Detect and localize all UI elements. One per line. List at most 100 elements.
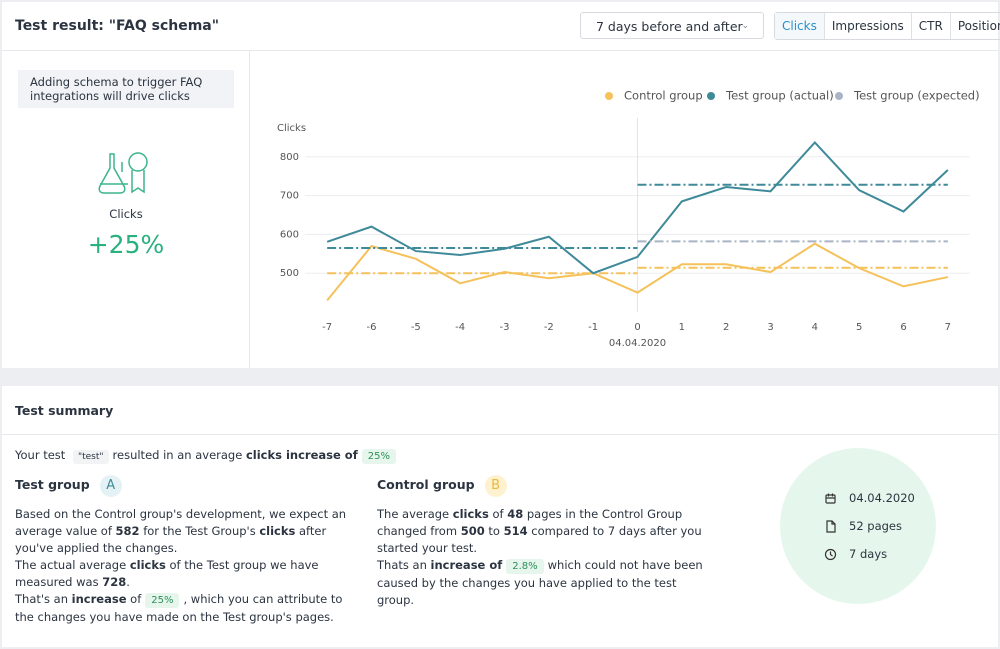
paragraph: Thats an increase of 2.8% which could not …	[377, 557, 712, 609]
info-icon	[824, 548, 837, 560]
divider	[249, 50, 250, 368]
line-series	[326, 242, 949, 301]
metric-label: Clicks	[109, 207, 143, 221]
x-tick-label: -6	[367, 322, 377, 333]
text: 728	[102, 575, 127, 589]
test-group: Test group A Based on the Control group's …	[15, 473, 350, 626]
title: Test result: "FAQ schema"	[15, 18, 220, 34]
text: That's an	[15, 592, 72, 606]
y-tick-label: 700	[280, 191, 299, 202]
metric-tabs: Clicks Impressions CTR Position	[774, 12, 1000, 40]
info-row: 7 days	[824, 540, 915, 568]
text: clicks	[129, 558, 166, 572]
text: to	[484, 524, 504, 538]
paragraph: That's an increase of 25%, which you can …	[15, 591, 350, 626]
y-tick-label: 500	[280, 268, 299, 279]
info-text: 04.04.2020	[849, 491, 915, 505]
info-row: 52 pages	[824, 512, 915, 540]
result-card: Test result: "FAQ schema" 7 days before …	[2, 2, 1000, 368]
x-tick-label: 6	[900, 322, 906, 333]
text: compared to 7 days after you started you…	[377, 524, 702, 555]
line-series	[326, 140, 949, 275]
summary-title: Test summary	[15, 403, 114, 418]
legend-dot	[835, 92, 843, 100]
y-axis-label: Clicks	[277, 123, 306, 134]
x-tick-label: -4	[455, 322, 465, 333]
text: The actual average	[15, 558, 130, 572]
text: , which you can attribute to the changes…	[15, 592, 343, 624]
tab[interactable]: Impressions	[823, 13, 911, 39]
text: of	[126, 592, 142, 606]
info-row: 04.04.2020	[824, 484, 915, 512]
legend-dot	[707, 92, 715, 100]
intro: Your test "test" resulted in an average c…	[15, 447, 400, 466]
group-title: Test group	[15, 477, 90, 492]
text: increase	[71, 592, 127, 606]
text: Thats an	[377, 558, 431, 572]
text: for the Test Group's	[139, 524, 260, 538]
tab[interactable]: CTR	[910, 13, 950, 39]
summary-card: Test summary Your test "test" resulted in…	[2, 386, 998, 647]
x-tick-label: -5	[411, 322, 421, 333]
x-tick-label: 7	[945, 322, 951, 333]
text: 514	[503, 524, 528, 538]
info-icon	[826, 519, 836, 533]
divider	[2, 434, 998, 435]
group-title: Control group	[377, 477, 475, 492]
legend-label: Control group	[624, 89, 703, 103]
x-tick-label: 0	[634, 322, 640, 333]
value-tag: 25%	[145, 593, 180, 608]
text: Based on the Control group's development…	[15, 507, 347, 538]
x-tick-label: 1	[679, 322, 685, 333]
x-tick-label: -7	[322, 322, 332, 333]
text: increase of	[430, 558, 503, 572]
info-icon	[825, 493, 836, 504]
info-text: 7 days	[849, 547, 888, 561]
tab[interactable]: Clicks	[775, 13, 824, 39]
hypothesis: Adding schema to trigger FAQ integration…	[18, 70, 234, 108]
text: clicks	[452, 507, 489, 521]
text: clicks	[259, 524, 296, 538]
y-tick-label: 800	[280, 152, 299, 163]
chart: Clicks 500 600 700 800 -7 -6 -5 -4 -3 -2 -1 0 1 2 3 4 5 6 7…	[277, 89, 980, 350]
text: after you've applied the changes.	[15, 524, 327, 555]
text: of	[488, 507, 508, 521]
x-tick-label: -3	[500, 322, 510, 333]
x-tick-label: -1	[588, 322, 598, 333]
text: 582	[115, 524, 140, 538]
control-group: Control group B The average clicks of 48 p…	[377, 473, 712, 609]
info-list: 04.04.2020 52 pages 7 days	[824, 484, 915, 568]
text: clicks increase of	[245, 448, 358, 462]
group-badge: B	[484, 475, 507, 497]
text: The average	[377, 507, 453, 521]
value-tag: 2.8%	[506, 559, 544, 574]
legend-label: Test group (expected)	[853, 89, 980, 103]
dropdown-text: 7 days before and after	[596, 19, 743, 34]
marker-label: 04.04.2020	[609, 338, 666, 349]
text: pages in the Control Group changed from	[377, 507, 683, 538]
group-header: Control group B	[377, 473, 712, 497]
paragraph: Based on the Control group's development…	[15, 506, 350, 557]
x-tick-label: -2	[544, 322, 554, 333]
code-tag: "test"	[72, 450, 109, 464]
paragraph: The average clicks of 48 pages in the Co…	[377, 506, 712, 557]
x-tick-label: 3	[767, 322, 773, 333]
legend-dot	[605, 92, 613, 100]
legend-label: Test group (actual)	[725, 89, 834, 103]
flask-icon	[98, 152, 148, 194]
text: Your test	[15, 448, 69, 462]
text: 48	[507, 507, 524, 521]
group-header: Test group A	[15, 473, 350, 497]
info-circle	[780, 448, 936, 604]
tab[interactable]: Position	[949, 13, 1000, 39]
text: which could not have been caused by the …	[377, 558, 703, 607]
x-tick-label: 4	[812, 322, 818, 333]
info-text: 52 pages	[849, 519, 903, 533]
text: .	[126, 575, 130, 589]
period-dropdown[interactable]: 7 days before and after ⌄	[580, 12, 764, 39]
text: of the Test group we have measured was	[15, 558, 319, 589]
y-tick-label: 600	[280, 229, 299, 240]
paragraph: The actual average clicks of the Test gr…	[15, 557, 350, 591]
x-tick-label: 5	[856, 322, 862, 333]
